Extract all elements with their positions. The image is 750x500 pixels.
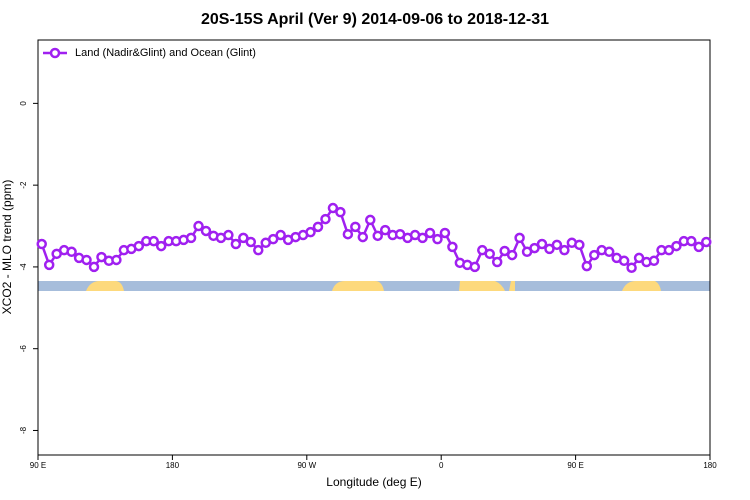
y-tick-label: 0	[19, 101, 28, 106]
x-tick-label: 90 W	[297, 461, 316, 470]
point	[36, 238, 47, 250]
point	[223, 229, 234, 241]
y-tick-label: -6	[19, 345, 28, 353]
point	[320, 213, 331, 225]
point	[529, 242, 540, 254]
point	[544, 243, 555, 255]
land-strip	[332, 281, 384, 291]
x-tick-label: 180	[703, 461, 717, 470]
y-tick-label: -2	[19, 181, 28, 189]
point	[245, 236, 257, 248]
y-axis-label: XCO2 - MLO trend (ppm)	[0, 180, 14, 315]
point	[200, 225, 212, 237]
x-tick-label: 0	[439, 461, 444, 470]
point	[305, 226, 316, 238]
point	[275, 229, 286, 241]
point	[193, 220, 204, 232]
land-strip	[509, 281, 515, 291]
point	[81, 254, 92, 266]
point	[574, 239, 585, 251]
point	[506, 249, 518, 261]
point	[671, 240, 682, 252]
point	[357, 231, 369, 243]
legend-marker	[49, 47, 61, 59]
point	[633, 252, 645, 264]
point	[379, 224, 391, 236]
point	[469, 261, 481, 273]
point	[663, 244, 675, 256]
point	[686, 235, 697, 247]
point	[312, 221, 324, 233]
point	[424, 227, 436, 239]
x-tick-label: 180	[166, 461, 180, 470]
point	[648, 255, 660, 267]
point	[432, 233, 443, 245]
point	[238, 232, 249, 244]
point	[514, 232, 525, 244]
point	[327, 202, 339, 214]
point	[335, 206, 346, 218]
legend: Land (Nadir&Glint) and Ocean (Glint)	[43, 47, 256, 59]
point	[439, 227, 451, 239]
point	[536, 238, 548, 250]
point	[551, 239, 563, 251]
land-strip	[459, 281, 505, 291]
y-tick-label: -4	[19, 263, 28, 271]
x-tick-label: 90 E	[567, 461, 583, 470]
point	[499, 245, 510, 257]
point	[133, 240, 145, 252]
point	[626, 262, 637, 273]
point	[581, 260, 593, 272]
land-strip	[622, 281, 661, 291]
point	[365, 214, 376, 226]
point	[111, 254, 122, 266]
point	[693, 241, 705, 253]
legend-label: Land (Nadir&Glint) and Ocean (Glint)	[75, 47, 256, 59]
point	[559, 244, 570, 256]
point	[447, 241, 458, 253]
point	[155, 240, 167, 252]
point	[618, 255, 630, 267]
point	[491, 256, 503, 268]
point	[253, 244, 264, 256]
point	[589, 249, 600, 261]
point	[350, 221, 361, 233]
point	[88, 261, 100, 273]
point	[372, 230, 383, 242]
point	[342, 228, 354, 240]
y-tick-label: -8	[19, 426, 28, 434]
point	[603, 246, 615, 258]
chart-title: 20S-15S April (Ver 9) 2014-09-06 to 2018…	[201, 11, 549, 28]
land-ocean-strip	[38, 281, 710, 291]
point	[417, 232, 428, 244]
point	[701, 236, 712, 248]
point	[148, 235, 159, 247]
land-strip	[86, 281, 124, 291]
point	[230, 238, 242, 250]
point	[43, 259, 55, 271]
x-tick-label: 90 E	[30, 461, 46, 470]
point	[484, 248, 495, 260]
point	[267, 233, 279, 245]
point	[66, 246, 77, 258]
x-axis-label: Longitude (deg E)	[326, 475, 421, 489]
point	[185, 232, 197, 244]
